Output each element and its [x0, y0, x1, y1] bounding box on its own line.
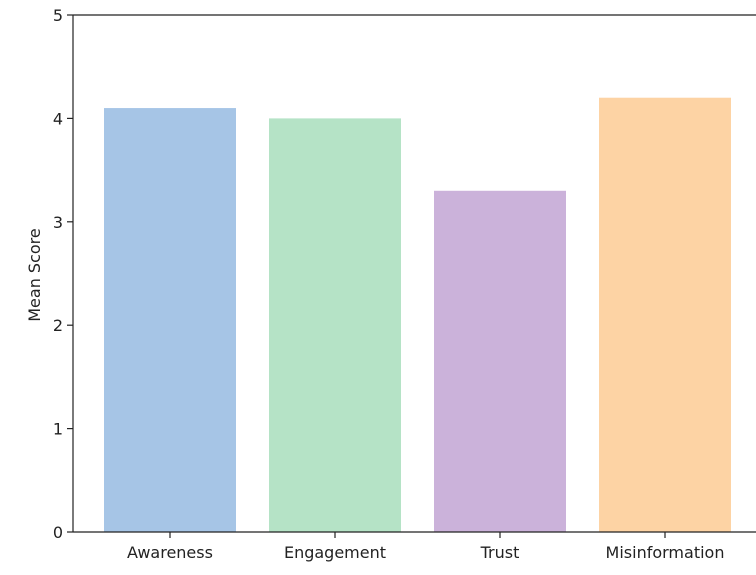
y-tick-label: 5 [53, 6, 63, 25]
y-axis-label: Mean Score [25, 228, 44, 322]
y-tick-label: 0 [53, 523, 63, 542]
bar-misinformation [599, 97, 731, 532]
y-tick-label: 3 [53, 213, 63, 232]
y-tick-label: 1 [53, 420, 63, 439]
x-axis: Awareness Engagement Trust Misinformation [73, 531, 756, 562]
x-tick-label: Misinformation [606, 543, 725, 562]
y-tick-label: 4 [53, 109, 63, 128]
x-tick-label: Awareness [127, 543, 213, 562]
y-axis: 0 1 2 3 4 5 [53, 6, 756, 542]
x-tick-label: Engagement [284, 543, 386, 562]
bar-engagement [269, 118, 401, 533]
bars [104, 97, 731, 533]
bar-awareness [104, 108, 236, 532]
bar-trust [434, 190, 566, 532]
y-tick-label: 2 [53, 316, 63, 335]
x-tick-label: Trust [480, 543, 520, 562]
